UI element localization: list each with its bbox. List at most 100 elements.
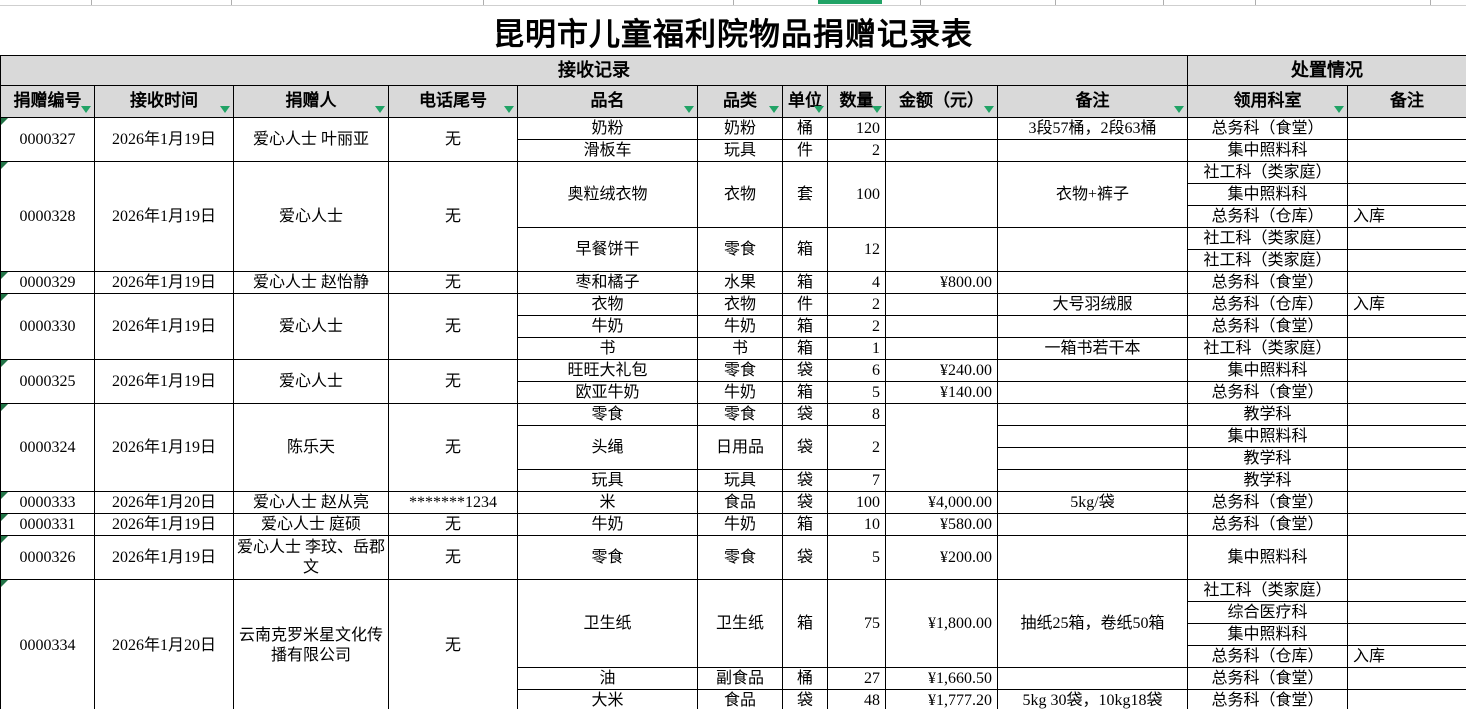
filter-dropdown-icon[interactable] [872,106,882,113]
cell-donor[interactable]: 云南克罗米星文化传播有限公司 [233,579,389,709]
cell-quantity[interactable]: 2 [827,293,886,316]
cell-remark[interactable] [996,667,1189,690]
cell-amount[interactable] [885,227,998,272]
cell-category[interactable]: 日用品 [697,425,783,470]
cell-category[interactable]: 零食 [697,535,783,580]
cell-remark[interactable] [996,227,1189,272]
cell-item-name[interactable]: 玩具 [517,469,698,492]
filter-dropdown-icon[interactable] [220,106,230,113]
cell-dispose-remark[interactable] [1347,579,1466,602]
cell-item-name[interactable]: 枣和橘子 [517,271,698,294]
group-header-receive[interactable]: 接收记录 [0,55,1189,86]
cell-quantity[interactable]: 100 [827,491,886,514]
cell-department[interactable]: 社工科（类家庭） [1187,249,1349,272]
cell-remark[interactable] [996,425,1189,448]
cell-donation-id[interactable]: 0000328 [0,161,95,272]
cell-date[interactable]: 2026年1月19日 [94,535,234,580]
cell-item-name[interactable]: 旺旺大礼包 [517,359,698,382]
cell-department[interactable]: 综合医疗科 [1187,601,1349,624]
cell-item-name[interactable]: 牛奶 [517,315,698,338]
cell-unit[interactable]: 袋 [782,359,828,382]
cell-quantity[interactable]: 2 [827,315,886,338]
cell-item-name[interactable]: 欧亚牛奶 [517,381,698,404]
cell-category[interactable]: 牛奶 [697,315,783,338]
cell-dispose-remark[interactable] [1347,623,1466,646]
cell-category[interactable]: 牛奶 [697,513,783,536]
cell-quantity[interactable]: 120 [827,117,886,140]
cell-dispose-remark[interactable] [1347,535,1466,580]
cell-phone[interactable]: *******1234 [388,491,518,514]
cell-unit[interactable]: 袋 [782,689,828,709]
cell-department[interactable]: 集中照料科 [1187,183,1349,206]
cell-category[interactable]: 零食 [697,227,783,272]
column-header-phone-tail[interactable]: 电话尾号 [388,85,518,118]
cell-unit[interactable]: 袋 [782,403,828,426]
cell-item-name[interactable]: 衣物 [517,293,698,316]
cell-remark[interactable] [996,469,1189,492]
filter-dropdown-icon[interactable] [984,106,994,113]
cell-phone[interactable]: 无 [388,271,518,294]
cell-donor[interactable]: 爱心人士 庭硕 [233,513,389,536]
cell-amount[interactable] [885,315,998,338]
cell-amount[interactable]: ¥1,800.00 [885,579,998,668]
cell-donation-id[interactable]: 0000327 [0,117,95,162]
cell-remark[interactable]: 大号羽绒服 [996,293,1189,316]
cell-dispose-remark[interactable] [1347,447,1466,470]
cell-amount[interactable]: ¥800.00 [885,271,998,294]
cell-remark[interactable] [996,271,1189,294]
cell-quantity[interactable]: 5 [827,381,886,404]
cell-remark[interactable]: 3段57桶，2段63桶 [996,117,1189,140]
cell-donation-id[interactable]: 0000333 [0,491,95,514]
filter-dropdown-icon[interactable] [81,106,91,113]
column-header-unit[interactable]: 单位 [782,85,828,118]
cell-dispose-remark[interactable] [1347,183,1466,206]
filter-dropdown-icon[interactable] [769,106,779,113]
cell-item-name[interactable]: 零食 [517,535,698,580]
cell-department[interactable]: 社工科（类家庭） [1187,337,1349,360]
cell-donor[interactable]: 爱心人士 李玟、岳郡文 [233,535,389,580]
cell-category[interactable]: 玩具 [697,469,783,492]
cell-department[interactable]: 总务科（食堂） [1187,271,1349,294]
cell-date[interactable]: 2026年1月19日 [94,403,234,492]
cell-department[interactable]: 社工科（类家庭） [1187,227,1349,250]
cell-donation-id[interactable]: 0000330 [0,293,95,360]
cell-donor[interactable]: 陈乐天 [233,403,389,492]
cell-amount[interactable]: ¥4,000.00 [885,491,998,514]
cell-department[interactable]: 集中照料科 [1187,623,1349,646]
group-header-dispose[interactable]: 处置情况 [1187,55,1466,86]
cell-date[interactable]: 2026年1月19日 [94,161,234,272]
cell-unit[interactable]: 件 [782,293,828,316]
cell-category[interactable]: 食品 [697,491,783,514]
cell-dispose-remark[interactable] [1347,601,1466,624]
cell-donor[interactable]: 爱心人士 [233,161,389,272]
cell-unit[interactable]: 桶 [782,667,828,690]
cell-department[interactable]: 总务科（仓库） [1187,645,1349,668]
column-header-donor[interactable]: 捐赠人 [233,85,389,118]
cell-quantity[interactable]: 12 [827,227,886,272]
cell-date[interactable]: 2026年1月19日 [94,359,234,404]
cell-amount[interactable]: ¥1,660.50 [885,667,998,690]
cell-phone[interactable]: 无 [388,359,518,404]
cell-amount[interactable] [885,337,998,360]
cell-department[interactable]: 总务科（食堂） [1187,689,1349,709]
cell-dispose-remark[interactable] [1347,271,1466,294]
cell-amount[interactable]: ¥1,777.20 [885,689,998,709]
cell-quantity[interactable]: 75 [827,579,886,668]
cell-dispose-remark[interactable] [1347,117,1466,140]
cell-unit[interactable]: 箱 [782,579,828,668]
cell-unit[interactable]: 桶 [782,117,828,140]
cell-dispose-remark[interactable]: 入库 [1347,645,1466,668]
cell-unit[interactable]: 箱 [782,381,828,404]
filter-dropdown-icon[interactable] [1174,106,1185,113]
cell-amount[interactable] [885,293,998,316]
cell-unit[interactable]: 箱 [782,337,828,360]
cell-unit[interactable]: 套 [782,161,828,228]
cell-amount[interactable] [885,403,998,492]
column-header-remark[interactable]: 备注 [996,85,1189,118]
cell-category[interactable]: 牛奶 [697,381,783,404]
cell-department[interactable]: 集中照料科 [1187,139,1349,162]
cell-category[interactable]: 副食品 [697,667,783,690]
cell-donation-id[interactable]: 0000326 [0,535,95,580]
filter-dropdown-icon[interactable] [375,106,385,113]
cell-dispose-remark[interactable] [1347,689,1466,709]
